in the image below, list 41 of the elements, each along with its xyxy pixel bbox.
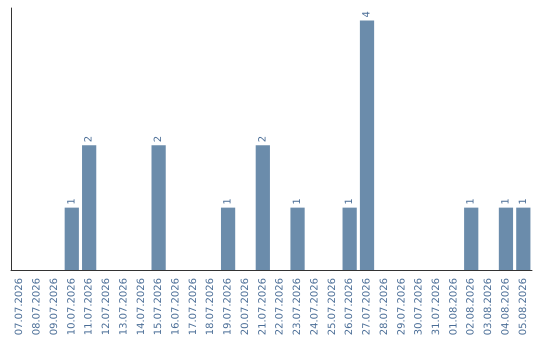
x-tick-label: 21.07.2026: [257, 278, 268, 336]
data-label: 4: [362, 11, 373, 18]
x-tick-label: 14.07.2026: [136, 278, 147, 336]
x-tick-label: 31.07.2026: [430, 278, 442, 336]
data-label: 1: [222, 198, 234, 205]
x-tick-label: 19.07.2026: [222, 278, 234, 336]
data-label: 1: [292, 198, 304, 205]
data-label: 1: [66, 198, 78, 205]
x-tick-label: 01.08.2026: [448, 278, 460, 336]
x-tick-label: 04.08.2026: [500, 278, 512, 336]
x-tick-label: 10.07.2026: [66, 278, 78, 336]
data-label: 2: [153, 136, 164, 142]
x-tick-label: 22.07.2026: [274, 278, 286, 336]
x-tick-label: 11.07.2026: [84, 278, 95, 336]
x-tick-label: 26.07.2026: [344, 278, 356, 336]
x-tick-label: 23.07.2026: [292, 278, 304, 336]
data-label: 1: [500, 198, 512, 205]
x-tick-label: 15.07.2026: [153, 278, 164, 336]
x-tick-label: 27.07.2026: [362, 278, 373, 336]
x-tick-label: 29.07.2026: [396, 278, 408, 336]
x-tick-label: 05.08.2026: [518, 278, 529, 336]
x-tick-label: 18.07.2026: [205, 278, 216, 336]
x-tick-label: 28.07.2026: [378, 278, 390, 336]
x-tick-label: 02.08.2026: [466, 278, 477, 336]
x-tick-label: 12.07.2026: [101, 278, 112, 336]
data-label: 1: [344, 198, 356, 205]
data-label: 1: [466, 198, 477, 205]
x-tick-label: 24.07.2026: [309, 278, 320, 336]
x-tick-label: 09.07.2026: [48, 278, 60, 336]
data-label: 2: [257, 136, 268, 142]
data-label: 1: [518, 198, 529, 205]
x-tick-label: 03.08.2026: [483, 278, 494, 336]
data-label: 2: [84, 136, 95, 142]
x-tick-label: 30.07.2026: [414, 278, 425, 336]
x-tick-label: 08.07.2026: [32, 278, 43, 336]
x-tick-label: 16.07.2026: [170, 278, 182, 336]
x-tick-label: 17.07.2026: [188, 278, 199, 336]
x-tick-label: 25.07.2026: [326, 278, 338, 336]
x-tick-label: 13.07.2026: [118, 278, 130, 336]
x-tick-label: 07.07.2026: [14, 278, 26, 336]
x-tick-label: 20.07.2026: [240, 278, 251, 336]
